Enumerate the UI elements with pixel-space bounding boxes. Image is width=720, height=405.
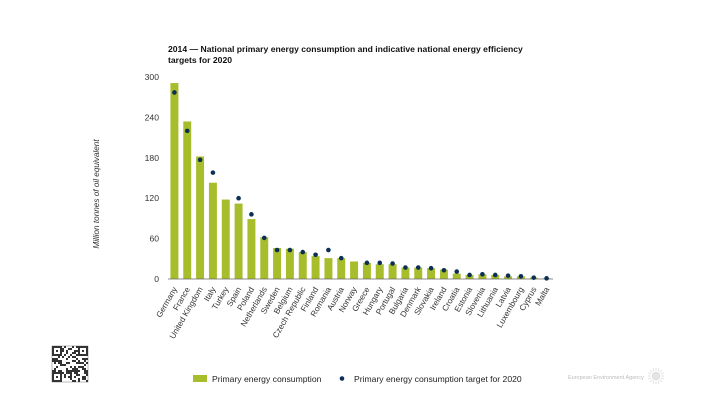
bar [350, 261, 359, 279]
target-point [492, 272, 498, 278]
target-point [326, 247, 331, 253]
target-point [390, 261, 395, 266]
qr-code [51, 345, 89, 383]
bar [478, 274, 487, 279]
target-point [313, 252, 318, 258]
target-point [210, 170, 216, 175]
target-point [377, 260, 383, 266]
bar [196, 156, 205, 279]
chart-title-line-1: 2014 — National primary energy consumpti… [168, 44, 523, 54]
target-point [236, 195, 241, 201]
bar [311, 256, 320, 279]
target-point [441, 267, 447, 273]
bar [362, 262, 371, 279]
legend-swatch-bar [193, 375, 207, 382]
target-point [505, 273, 511, 278]
y-tick-label: 180 [145, 153, 160, 163]
target-point [172, 90, 177, 95]
agency-logo-icon [648, 368, 664, 384]
target-point [403, 265, 408, 270]
y-tick-label: 0 [154, 274, 159, 284]
target-point [338, 255, 344, 261]
bar [234, 203, 243, 279]
target-point [480, 271, 485, 277]
bar [183, 121, 192, 279]
target-point [428, 265, 434, 271]
target-point [261, 235, 267, 241]
target-point [518, 274, 524, 279]
agency-name: European Environment Agency [568, 375, 644, 381]
y-axis-ticks: 0 60 120 180 240 300 [145, 72, 160, 284]
bar [439, 269, 448, 279]
bar [285, 248, 294, 279]
x-category-label: Malta [534, 285, 552, 307]
target-point [544, 276, 549, 281]
target-point [467, 272, 472, 278]
target-point [454, 269, 460, 274]
bar [221, 199, 230, 279]
bar [170, 83, 179, 279]
target-point [531, 275, 537, 280]
bar [247, 219, 256, 279]
target-point [415, 265, 421, 270]
bar [427, 268, 436, 279]
bar [388, 264, 397, 279]
bar [375, 264, 384, 279]
bar [401, 267, 410, 279]
bar [208, 182, 217, 279]
bar [298, 252, 307, 279]
legend-swatch-point [339, 376, 345, 381]
y-tick-label: 300 [145, 72, 160, 82]
target-point [249, 212, 254, 217]
bar [260, 237, 269, 279]
legend-label-point: Primary energy consumption target for 20… [354, 374, 522, 384]
target-point-series [172, 90, 549, 281]
legend-label-bar: Primary energy consumption [212, 374, 322, 384]
bar [452, 273, 461, 279]
legend: Primary energy consumption Primary energ… [193, 374, 522, 384]
y-tick-label: 120 [145, 193, 160, 203]
target-point [184, 128, 190, 134]
target-point [364, 260, 370, 266]
bar-series [170, 83, 551, 279]
target-point [287, 247, 293, 253]
y-tick-label: 60 [149, 234, 159, 244]
y-tick-label: 240 [145, 112, 160, 122]
chart-title-line-2: targets for 2020 [168, 55, 232, 65]
bar [337, 258, 346, 279]
bar [414, 267, 423, 279]
bar [273, 248, 282, 279]
target-point [274, 247, 280, 253]
bar [324, 258, 333, 279]
y-axis-label: Million tonnes of oil equivalent [92, 139, 101, 249]
target-point [300, 249, 306, 255]
target-point [197, 157, 203, 163]
